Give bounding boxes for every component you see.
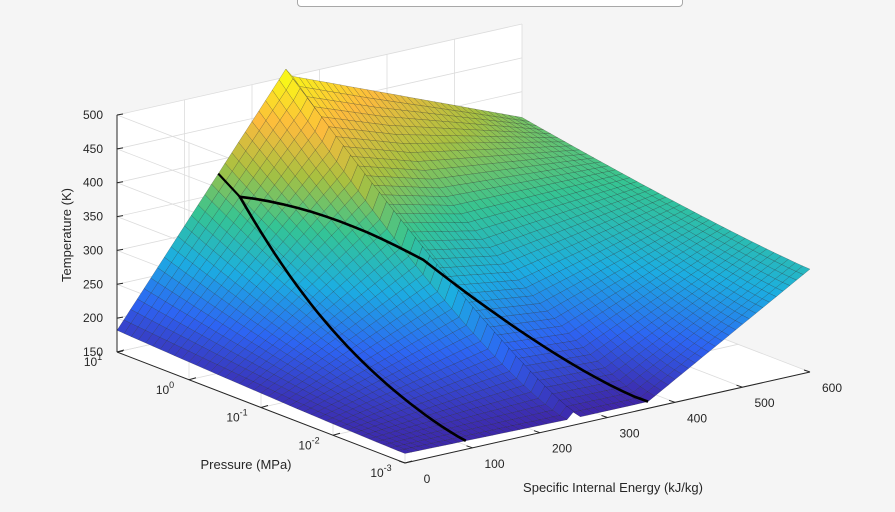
y-tick-exponent: 0 bbox=[169, 380, 174, 390]
z-tick-label: 150 bbox=[83, 345, 103, 359]
z-tick-label: 250 bbox=[83, 277, 103, 291]
y-tick-mark bbox=[188, 377, 197, 381]
y-tick-exponent: 1 bbox=[97, 352, 102, 362]
z-tick-label: 450 bbox=[83, 142, 103, 156]
x-tick-mark bbox=[466, 445, 473, 449]
z-tick-mark bbox=[116, 181, 124, 184]
z-tick-label: 400 bbox=[83, 176, 103, 190]
saturation-dome-curve bbox=[217, 172, 649, 442]
z-axis-label: Temperature (K) bbox=[59, 188, 74, 282]
x-tick-label: 400 bbox=[687, 411, 707, 425]
x-tick-label: 500 bbox=[754, 396, 774, 410]
y-tick-label: 101 bbox=[84, 352, 102, 369]
x-tick-mark bbox=[803, 369, 811, 373]
x-tick-label: 600 bbox=[822, 381, 842, 395]
z-tick-label: 300 bbox=[83, 243, 103, 257]
temperature-surface bbox=[116, 68, 811, 454]
x-tick-label: 300 bbox=[619, 427, 639, 441]
toolbar-strip bbox=[297, 0, 683, 7]
y-tick-exponent: -2 bbox=[312, 435, 320, 445]
z-tick-mark bbox=[116, 248, 124, 251]
y-tick-label: 10-3 bbox=[370, 463, 391, 480]
x-tick-label: 100 bbox=[484, 457, 504, 471]
y-tick-exponent: -1 bbox=[240, 408, 248, 418]
y-tick-exponent: -3 bbox=[384, 463, 392, 473]
z-tick-mark bbox=[116, 147, 124, 150]
y-tick-label: 10-2 bbox=[298, 435, 319, 452]
y-tick-label: 10-1 bbox=[226, 408, 247, 425]
z-tick-mark bbox=[116, 215, 124, 218]
y-tick-mark bbox=[332, 432, 341, 436]
x-tick-mark bbox=[601, 415, 608, 418]
x-axis-label: Specific Internal Energy (kJ/kg) bbox=[523, 480, 703, 495]
surface-cell bbox=[397, 449, 413, 454]
surface-cell bbox=[572, 410, 588, 417]
x-tick-mark bbox=[736, 384, 743, 388]
x-tick-mark bbox=[398, 460, 406, 464]
z-tick-label: 350 bbox=[83, 210, 103, 224]
z-tick-label: 500 bbox=[83, 108, 103, 122]
critical-isobar-line bbox=[217, 172, 241, 198]
x-tick-label: 200 bbox=[552, 442, 572, 456]
x-tick-mark bbox=[533, 430, 541, 434]
y-tick-label: 100 bbox=[156, 380, 174, 397]
x-tick-label: 0 bbox=[424, 472, 431, 486]
y-tick-mark bbox=[260, 405, 269, 408]
y-axis-label: Pressure (MPa) bbox=[200, 457, 291, 472]
z-tick-mark bbox=[116, 316, 124, 319]
z-tick-mark bbox=[116, 282, 124, 285]
y-tick-mark bbox=[116, 349, 125, 353]
x-tick-mark bbox=[668, 399, 676, 403]
z-tick-label: 200 bbox=[83, 311, 103, 325]
y-tick-mark bbox=[404, 460, 413, 464]
z-tick-mark bbox=[116, 113, 124, 116]
